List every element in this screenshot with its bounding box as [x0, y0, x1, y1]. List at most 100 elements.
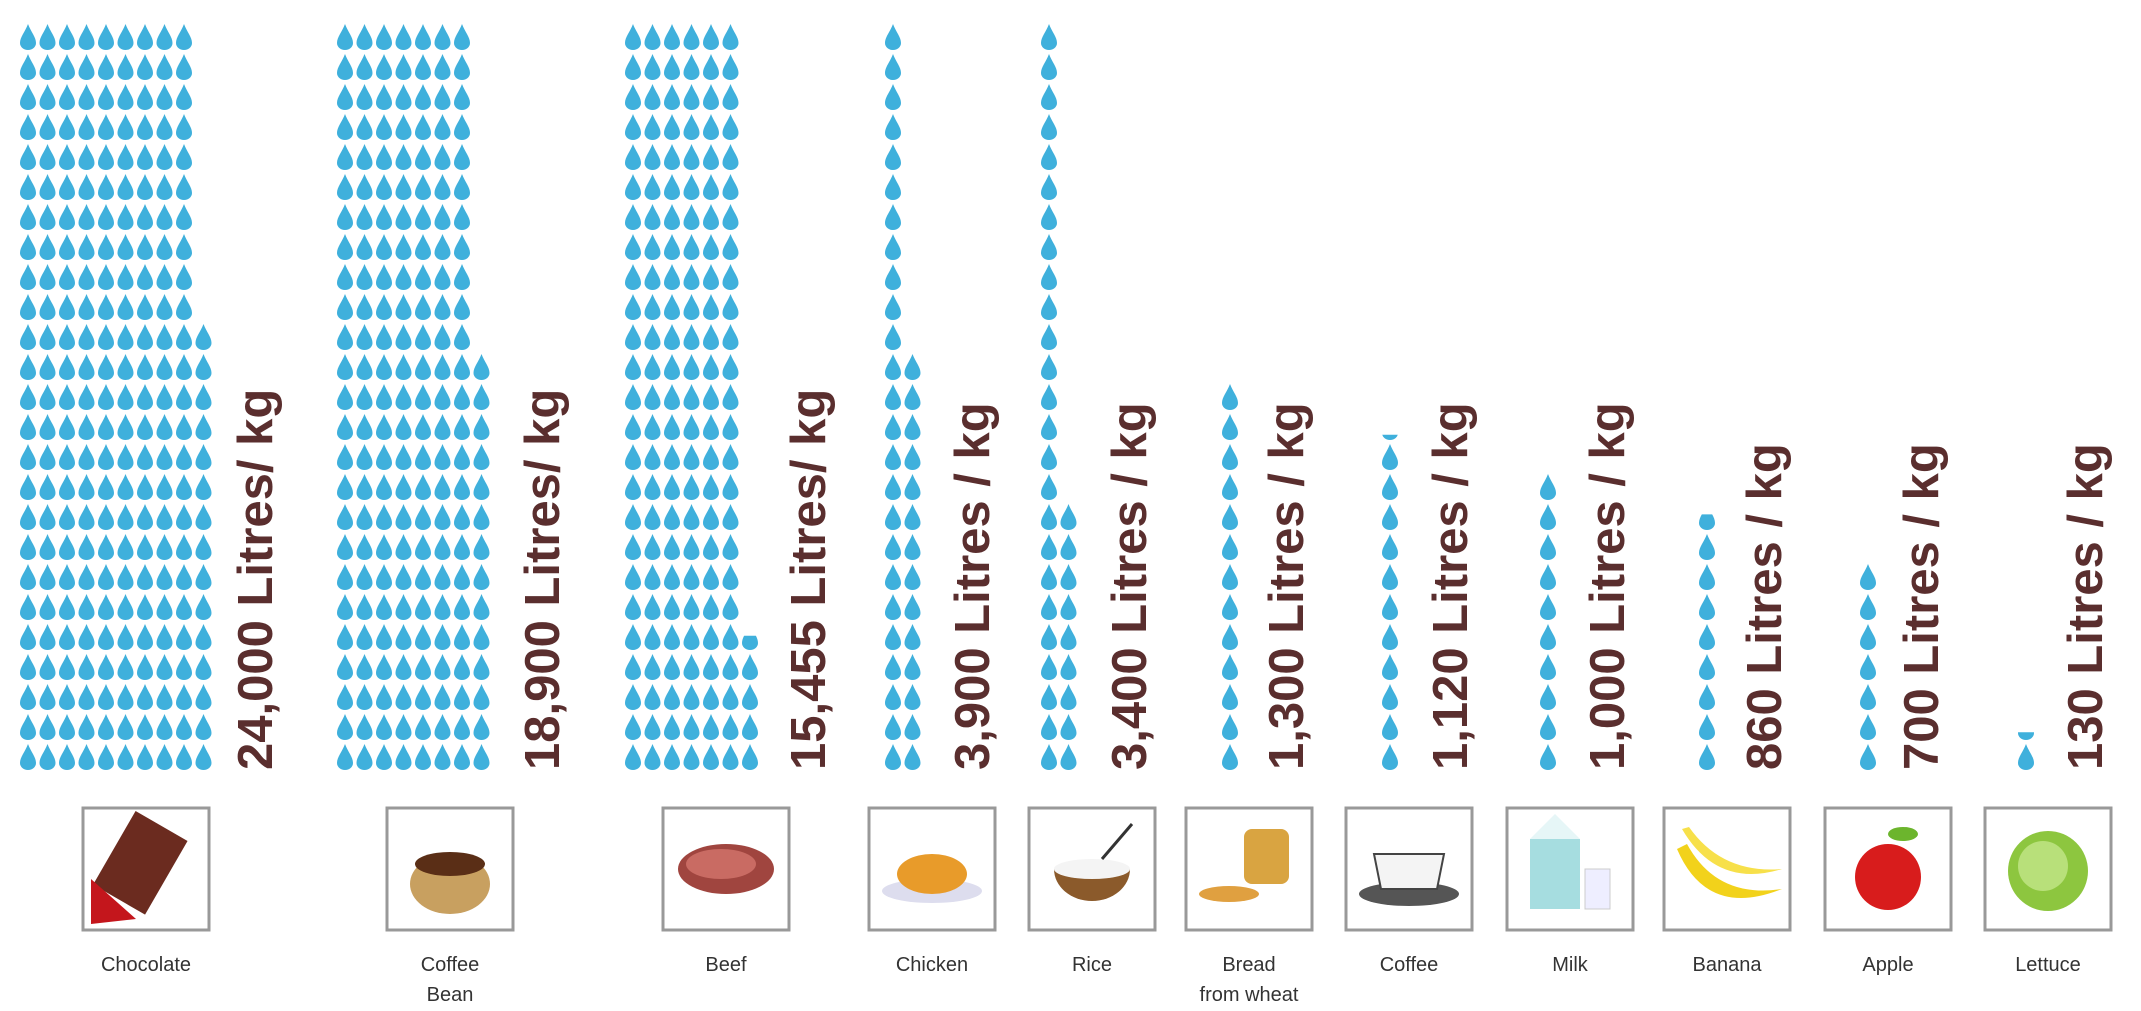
drop [376, 684, 392, 710]
drop [1699, 744, 1715, 770]
value-label: 15,455 Litres/ kg [782, 389, 836, 770]
drop [395, 174, 412, 200]
drop [156, 684, 173, 710]
value-label: 860 Litres / kg [1738, 443, 1792, 770]
drop [1222, 714, 1238, 740]
drop [59, 684, 75, 710]
drop [98, 264, 114, 290]
drop [1382, 714, 1398, 740]
drop [644, 204, 661, 230]
drop [337, 264, 353, 290]
drop [885, 384, 901, 410]
drop [885, 324, 901, 350]
drop [337, 144, 353, 170]
drop [683, 624, 700, 650]
drop [59, 24, 75, 50]
drop-stack [1382, 434, 1398, 770]
icon [1677, 827, 1782, 898]
drop [395, 294, 412, 320]
drop [137, 684, 153, 710]
drop [1382, 684, 1398, 710]
drop [156, 144, 173, 170]
drop [137, 174, 153, 200]
icon-shape [1855, 844, 1921, 910]
drop [722, 444, 739, 470]
drop [395, 24, 412, 50]
drop [703, 234, 719, 260]
drop [337, 504, 353, 530]
drop [59, 444, 75, 470]
drop [625, 474, 641, 500]
drop [644, 144, 661, 170]
category-label: Bread from wheat [1199, 954, 1299, 1006]
drop [683, 504, 700, 530]
drop [885, 264, 901, 290]
drop [703, 54, 719, 80]
drop [454, 534, 470, 560]
icon-shape [686, 849, 756, 879]
drop [395, 54, 412, 80]
drop [20, 684, 36, 710]
category-label: Coffee [1379, 954, 1439, 976]
drop [376, 144, 392, 170]
drop [137, 414, 153, 440]
drop [1540, 504, 1556, 530]
drop [1382, 434, 1398, 440]
drop [625, 24, 641, 50]
drop [156, 714, 173, 740]
drop [722, 354, 739, 380]
drop [625, 684, 641, 710]
drop [137, 504, 153, 530]
drop [20, 24, 36, 50]
drop [1222, 654, 1238, 680]
drop [1041, 474, 1057, 500]
drop [137, 354, 153, 380]
drop [59, 114, 75, 140]
drop [644, 234, 661, 260]
drop [78, 684, 95, 710]
drop [1041, 114, 1057, 140]
icon-shape [1199, 886, 1259, 902]
drop [78, 294, 95, 320]
drop [454, 324, 470, 350]
drop [1041, 54, 1057, 80]
drop [473, 534, 490, 560]
drop [644, 444, 661, 470]
drop [156, 84, 173, 110]
drop [885, 564, 901, 590]
drop [39, 24, 56, 50]
drop [137, 744, 153, 770]
drop [1041, 324, 1057, 350]
drop [434, 654, 451, 680]
drop [195, 744, 212, 770]
drop [59, 414, 75, 440]
drop [415, 384, 431, 410]
drop [137, 384, 153, 410]
drop [98, 564, 114, 590]
drop [625, 444, 641, 470]
drop [156, 624, 173, 650]
drop [664, 534, 680, 560]
drop [59, 294, 75, 320]
drop [78, 714, 95, 740]
drop [137, 54, 153, 80]
drop [59, 594, 75, 620]
drop [904, 564, 921, 590]
drop [703, 204, 719, 230]
drop-stack [1041, 24, 1077, 770]
drop [1382, 504, 1398, 530]
drop [434, 324, 451, 350]
drop [454, 84, 470, 110]
drop [722, 84, 739, 110]
drop-stack [1699, 514, 1715, 770]
drop [98, 744, 114, 770]
drop [39, 144, 56, 170]
drop-stack [337, 24, 490, 770]
drop [395, 264, 412, 290]
drop-stack [1860, 564, 1876, 770]
drop [376, 384, 392, 410]
drop [644, 744, 661, 770]
drop [885, 204, 901, 230]
drop [1699, 594, 1715, 620]
drop [1041, 174, 1057, 200]
